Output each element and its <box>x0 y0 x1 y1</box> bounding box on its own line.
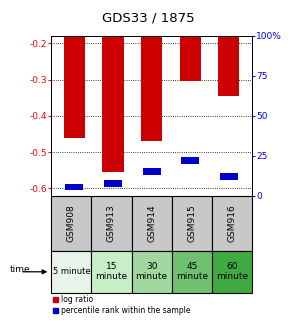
Bar <box>51 196 91 250</box>
Text: GSM914: GSM914 <box>147 204 156 242</box>
Bar <box>218 0 239 96</box>
Bar <box>65 183 84 190</box>
Text: 5 minute: 5 minute <box>52 267 90 276</box>
Bar <box>64 0 85 138</box>
Bar <box>143 168 161 175</box>
Bar <box>91 250 132 293</box>
Bar <box>212 196 252 250</box>
Bar <box>172 250 212 293</box>
Bar <box>103 0 124 172</box>
Text: GDS33 / 1875: GDS33 / 1875 <box>102 11 194 25</box>
Text: GSM908: GSM908 <box>67 204 76 242</box>
Text: 60
minute: 60 minute <box>216 262 248 282</box>
Text: GSM913: GSM913 <box>107 204 116 242</box>
Text: 45
minute: 45 minute <box>176 262 208 282</box>
Bar <box>172 196 212 250</box>
Bar <box>212 250 252 293</box>
Bar <box>132 250 172 293</box>
Text: 30
minute: 30 minute <box>136 262 168 282</box>
Bar <box>181 157 199 164</box>
Bar <box>51 250 91 293</box>
Bar <box>132 196 172 250</box>
Bar <box>91 196 132 250</box>
Bar <box>220 173 238 180</box>
Text: GSM915: GSM915 <box>187 204 196 242</box>
Legend: log ratio, percentile rank within the sample: log ratio, percentile rank within the sa… <box>53 296 190 315</box>
Text: time: time <box>10 265 30 274</box>
Bar <box>141 0 162 141</box>
Text: GSM916: GSM916 <box>227 204 236 242</box>
Bar <box>104 181 122 187</box>
Text: 15
minute: 15 minute <box>96 262 127 282</box>
Bar <box>180 0 201 81</box>
